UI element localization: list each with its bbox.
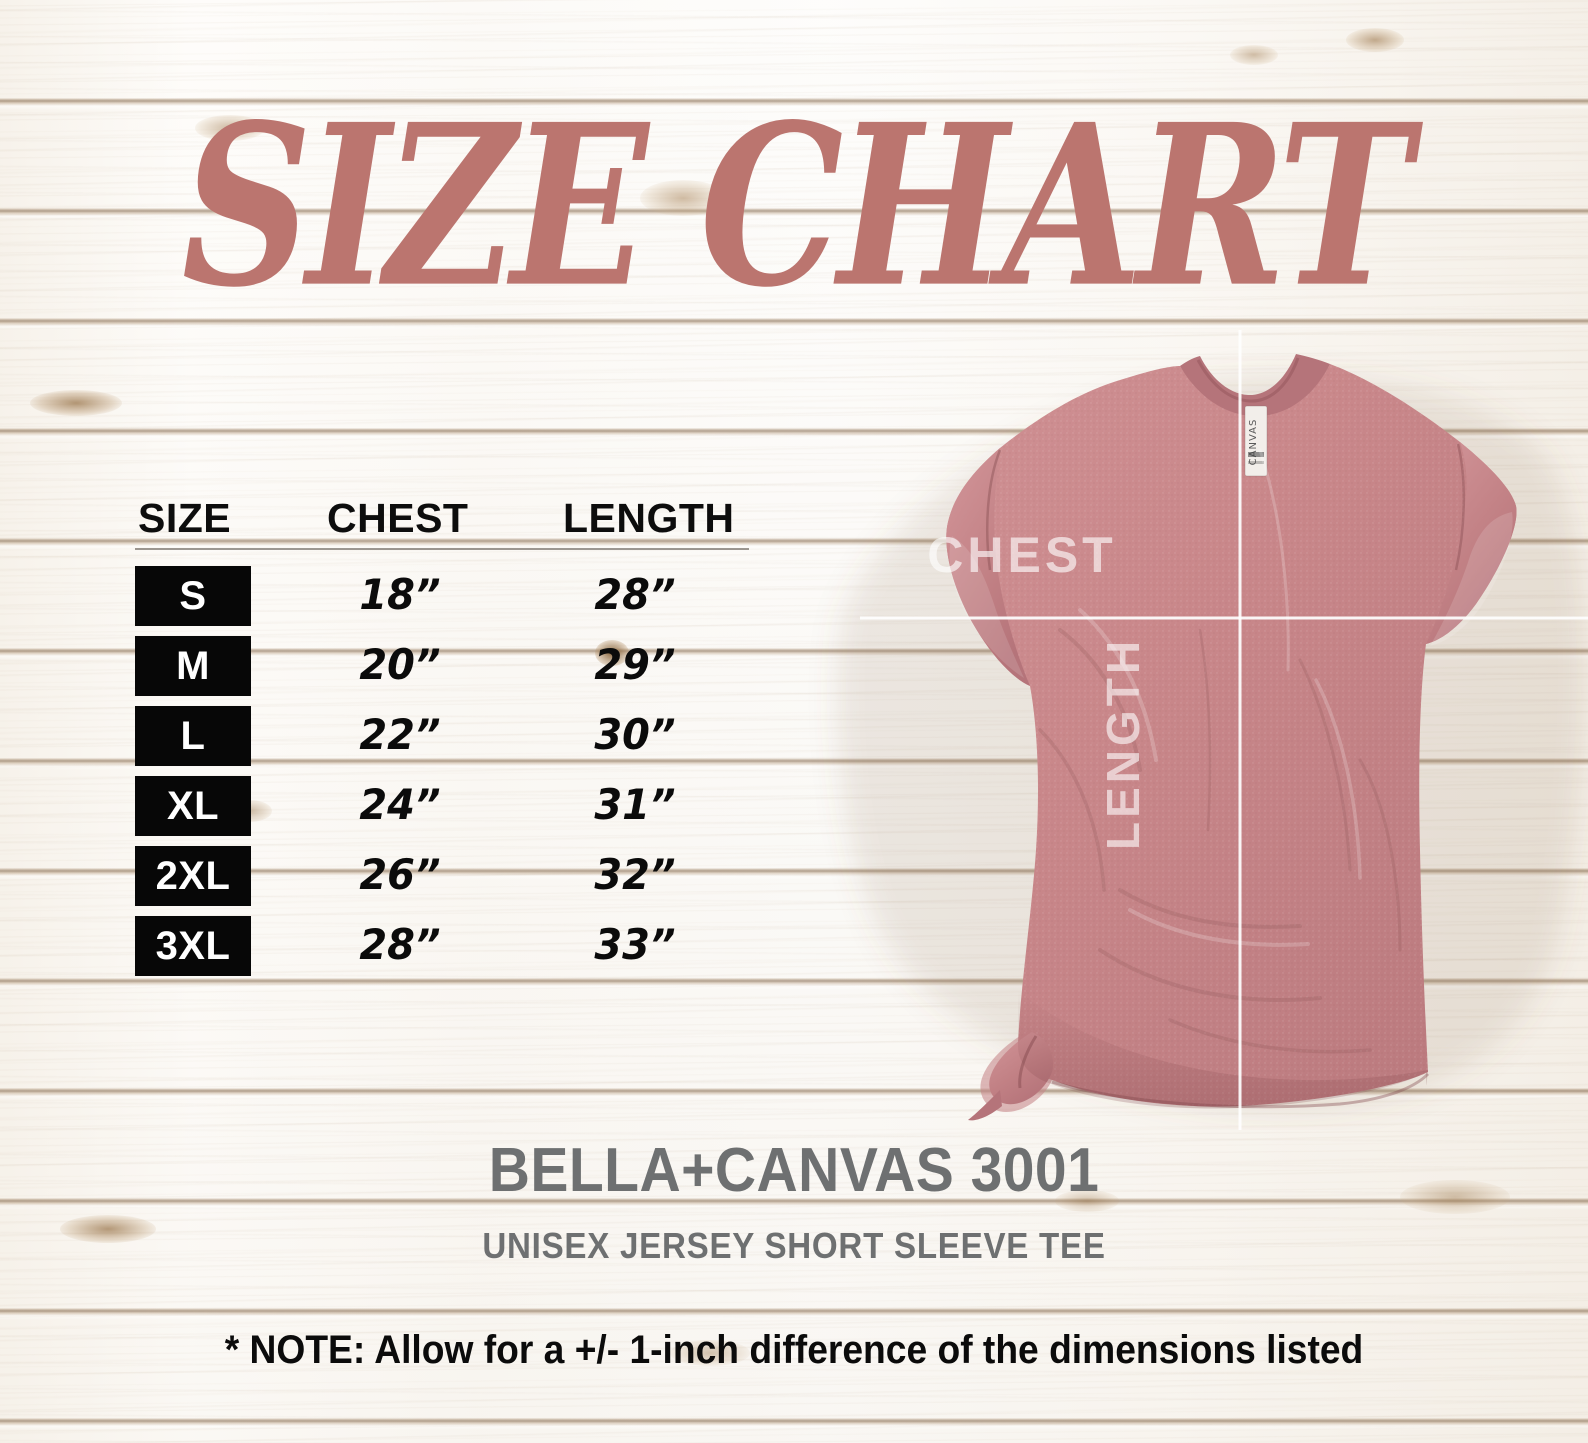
table-row: 2XL 26” 32” [135,846,755,916]
size-label: XL [166,784,220,828]
svg-text:CANVAS: CANVAS [1248,419,1259,466]
wood-knot-icon [195,115,265,141]
tshirt-bottom-shading [1018,990,1428,1109]
table-row: S 18” 28” [135,566,755,636]
length-value: 29” [594,640,676,689]
wood-knot-icon [30,390,122,416]
size-badge-m: M [135,636,251,696]
chest-value: 20” [359,640,441,689]
tshirt-image: CANVAS [700,330,1588,1130]
chest-value: 26” [359,850,441,899]
size-badge-2xl: 2XL [135,846,251,906]
size-badge-s: S [135,566,251,626]
page-title: SIZE CHART [181,75,1412,337]
length-value: 30” [594,710,676,759]
chest-overlay-label: CHEST [927,527,1117,583]
size-label: M [176,644,210,688]
tshirt-illustration: CANVAS [836,354,1586,1121]
product-subtitle: UNISEX JERSEY SHORT SLEEVE TEE [482,1225,1106,1266]
tshirt-sleeve-left [946,448,1030,686]
tshirt-sleeve-right [1426,442,1517,644]
tshirt-highlights [1078,448,1362,947]
length-overlay-label: LENGTH [1097,636,1149,850]
table-body: S 18” 28” M 20” 29” L 22” 30” [135,566,755,986]
wood-knot-icon [1055,1190,1119,1212]
size-label: S [179,574,207,618]
tshirt-sleeve-right-cuff [1430,512,1513,646]
measurement-guides [860,330,1588,1130]
size-badge-l: L [135,706,251,766]
length-value: 31” [594,780,676,829]
wood-knot-icon [640,180,726,216]
table-header-row: SIZE CHEST LENGTH [135,498,755,550]
size-chart-table: SIZE CHEST LENGTH S 18” 28” M 20” 29” [135,498,755,976]
brand-name: BELLA+CANVAS 3001 [488,1136,1100,1205]
wood-knot-icon [1400,1180,1510,1214]
table-header-divider [135,548,749,550]
tshirt-sleeve-left-cuff [949,536,1024,678]
table-row: L 22” 30” [135,706,755,776]
wood-knot-icon [595,640,629,666]
table-row: M 20” 29” [135,636,755,706]
size-label: L [180,714,206,758]
length-value: 28” [594,570,676,619]
length-value: 32” [594,850,676,899]
size-label: 2XL [155,854,231,898]
chest-value: 22” [359,710,441,759]
column-header-chest: CHEST [327,495,469,541]
chest-value: 28” [359,920,441,969]
wood-knot-icon [60,1215,156,1243]
wood-knot-icon [670,1340,750,1366]
size-label: 3XL [155,924,231,968]
table-row: 3XL 28” 33” [135,916,755,986]
tshirt-neck-tag: CANVAS [1244,405,1268,477]
tshirt-heather-texture [946,364,1517,1107]
disclaimer-note: * NOTE: Allow for a +/- 1-inch differenc… [224,1328,1364,1372]
column-header-size: SIZE [138,495,232,541]
size-badge-xl: XL [135,776,251,836]
tshirt-wrinkles [1038,628,1402,1054]
chest-value: 18” [359,570,441,619]
chest-value: 24” [359,780,441,829]
wood-knot-icon [1346,28,1404,52]
size-badge-3xl: 3XL [135,916,251,976]
tshirt-sleeve-right-seam [1454,443,1465,571]
column-header-length: LENGTH [563,495,735,541]
length-value: 33” [594,920,676,969]
wood-knot-icon [1230,45,1278,65]
table-row: XL 24” 31” [135,776,755,846]
tshirt-sleeve-left-seam [986,449,1002,571]
tshirt-collar-stitch [1196,357,1300,403]
